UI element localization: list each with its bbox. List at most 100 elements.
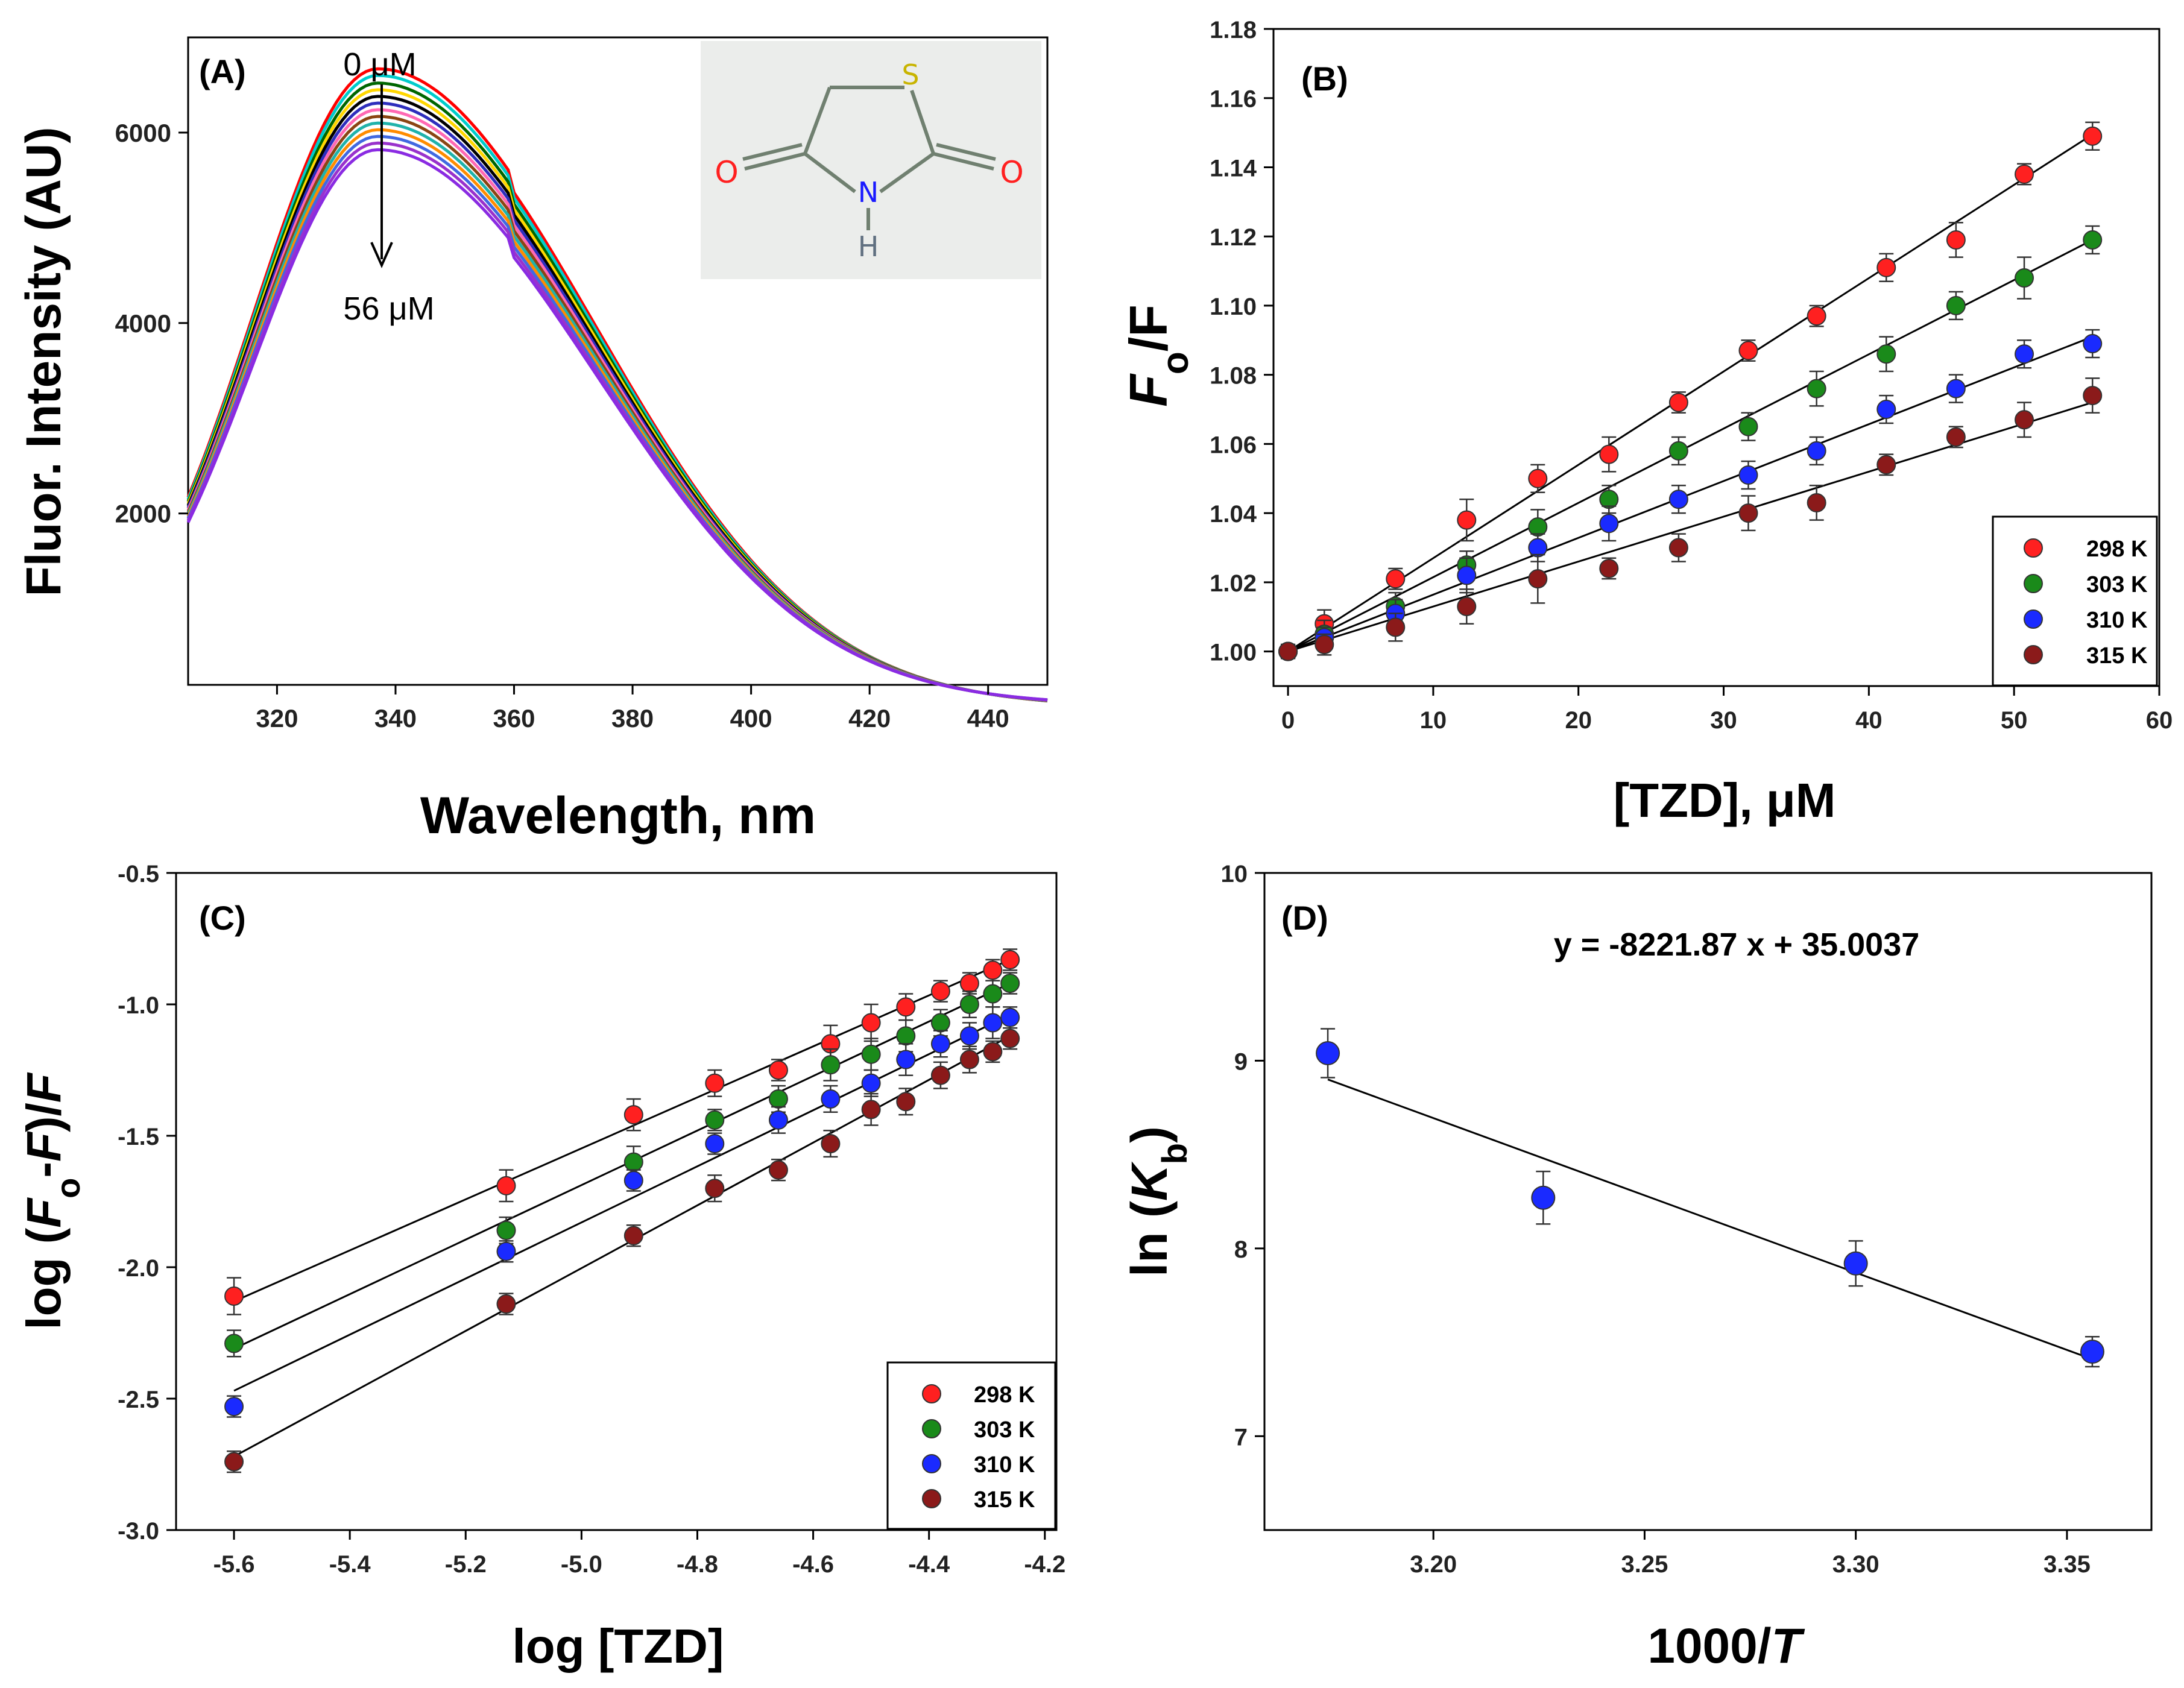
panel-b-ylabel-f: F xyxy=(1119,373,1178,407)
panel-c-fit-lines xyxy=(233,959,1011,1458)
data-point-303K xyxy=(705,1110,725,1130)
data-point-303K xyxy=(896,1026,916,1046)
data-point-310K xyxy=(2083,334,2103,354)
data-point-303K xyxy=(983,984,1003,1004)
y-tick-label: 4000 xyxy=(115,309,171,338)
fit-line-303K xyxy=(233,982,1011,1350)
panel-b-legend-marker-315 xyxy=(2024,645,2043,664)
fit-line-310K xyxy=(233,1014,1011,1392)
panel-b: 0 10 20 30 40 50 60 1.00 1.02 1.04 1.06 1.08 1.10 1.1… xyxy=(1119,17,2173,827)
data-point-315K xyxy=(930,1065,950,1085)
data-point-315K xyxy=(1386,617,1406,637)
panel-c-legend-marker-310 xyxy=(922,1454,941,1473)
panel-a-y-axis-title: Fluor. Intensity (AU) xyxy=(16,127,71,597)
data-point-315K xyxy=(1315,635,1334,655)
y-tick-label: 1.14 xyxy=(1210,155,1257,181)
panel-b-x-axis-title: [TZD], μM xyxy=(1614,773,1836,827)
data-point-315K xyxy=(1278,641,1298,661)
panel-d-frame xyxy=(1263,872,2153,1531)
data-point-298K xyxy=(623,1105,643,1125)
fit-line-298K xyxy=(1287,133,2094,652)
panel-d-regression-equation: y = -8221.87 x + 35.0037 xyxy=(1554,927,1920,963)
panel-c-ylabel-f2: F xyxy=(17,1131,71,1162)
x-tick-label: 320 xyxy=(256,704,298,732)
concentration-arrow xyxy=(370,84,393,268)
data-point-298K xyxy=(705,1073,725,1093)
panel-b-label: (B) xyxy=(1301,60,1348,98)
data-point-310K xyxy=(1668,490,1688,509)
data-point-310K xyxy=(2015,344,2034,364)
x-tick-label: 3.30 xyxy=(1832,1551,1879,1578)
data-point-315K xyxy=(959,1050,979,1069)
bond-c2-o xyxy=(933,152,994,171)
data-point-310K xyxy=(496,1241,516,1261)
y-tick-label: 7 xyxy=(1234,1424,1248,1450)
x-tick-label: 420 xyxy=(848,704,891,732)
annotation-end-conc: 56 μM xyxy=(343,291,434,327)
x-tick-label: 50 xyxy=(2001,707,2028,734)
data-point-315K xyxy=(496,1294,516,1314)
y-tick-label: 1.16 xyxy=(1210,86,1257,113)
data-point-310K xyxy=(821,1089,841,1109)
x-tick-label: 3.35 xyxy=(2044,1551,2091,1578)
panel-b-legend-box xyxy=(1992,515,2158,687)
arrow-head xyxy=(370,242,393,268)
bond-n-c4 xyxy=(804,152,856,194)
data-point-303K xyxy=(1000,974,1020,994)
data-point-298K xyxy=(1807,306,1826,326)
y-tick-label: -1.0 xyxy=(118,992,159,1019)
panel-b-legend-marker-298 xyxy=(2024,538,2043,558)
panel-c-legend-label-298: 298 K xyxy=(974,1382,1035,1408)
bond-s-c2 xyxy=(910,90,935,154)
panel-c-legend-box xyxy=(886,1361,1056,1530)
y-tick-label: 1.12 xyxy=(1210,224,1257,251)
data-point-298K xyxy=(224,1286,244,1306)
fit-line-315K xyxy=(1287,402,2093,653)
y-tick-label: -0.5 xyxy=(118,861,159,887)
panel-a-ticks: 320 340 360 380 400 420 440 2000 4000 6000 xyxy=(115,119,1009,732)
x-tick-label: 360 xyxy=(493,704,535,732)
bond-c4-o-double xyxy=(742,143,803,161)
panel-c: -5.6 -5.4 -5.2 -5.0 -4.8 -4.6 -4.4 -4.2 -3.0 -2.5… xyxy=(17,861,1065,1673)
data-point-303K xyxy=(1738,417,1758,436)
data-point-298K xyxy=(1738,341,1758,361)
panel-c-legend-label-310: 310 K xyxy=(974,1452,1035,1478)
panel-d-ylabel-k: K xyxy=(1121,1161,1178,1201)
panel-b-ylabel-sub: o xyxy=(1155,351,1196,374)
data-point-315K xyxy=(1807,493,1826,512)
atom-n: N xyxy=(858,176,879,209)
data-point-315K xyxy=(861,1100,881,1120)
data-point-298K xyxy=(896,997,916,1017)
panel-d-ticks: 3.20 3.25 3.30 3.35 7 8 9 10 xyxy=(1221,861,2091,1578)
y-tick-label: 1.04 xyxy=(1210,501,1257,528)
data-point-298K xyxy=(1946,230,1966,250)
y-tick-label: -1.5 xyxy=(118,1124,159,1150)
panel-d-ylabel-post: ) xyxy=(1121,1126,1178,1143)
x-tick-label: -5.4 xyxy=(329,1551,371,1578)
x-tick-label: 40 xyxy=(1855,707,1883,734)
atom-o-right: O xyxy=(1000,155,1023,190)
y-tick-label: 6000 xyxy=(115,119,171,147)
y-tick-label: -3.0 xyxy=(118,1518,159,1545)
x-tick-label: 340 xyxy=(374,704,417,732)
data-point-315K xyxy=(1668,538,1688,558)
data-point-310K xyxy=(768,1110,788,1130)
data-point-310K xyxy=(623,1171,643,1191)
data-point-315K xyxy=(2083,386,2103,406)
panel-a-spectra xyxy=(186,67,1048,703)
data-point-310K xyxy=(930,1034,950,1054)
panel-c-ylabel-f1: F xyxy=(17,1197,71,1228)
data-point-303K xyxy=(224,1334,244,1353)
panel-c-y-axis-title: log (Fo-F)/F xyxy=(17,1072,87,1329)
panel-c-label: (C) xyxy=(199,899,246,937)
data-point-298K xyxy=(1668,392,1688,412)
data-point-315K xyxy=(1000,1028,1020,1048)
panel-c-legend-label-315: 315 K xyxy=(974,1487,1035,1513)
y-tick-label: -2.5 xyxy=(118,1387,159,1413)
data-point-315K xyxy=(1528,569,1548,589)
data-point-298K xyxy=(2015,164,2034,184)
data-point-310K xyxy=(224,1397,244,1417)
y-tick-label: 1.06 xyxy=(1210,432,1257,458)
panel-c-legend: 298 K 303 K 310 K 315 K xyxy=(886,1361,1056,1530)
data-point-315K xyxy=(1738,503,1758,523)
